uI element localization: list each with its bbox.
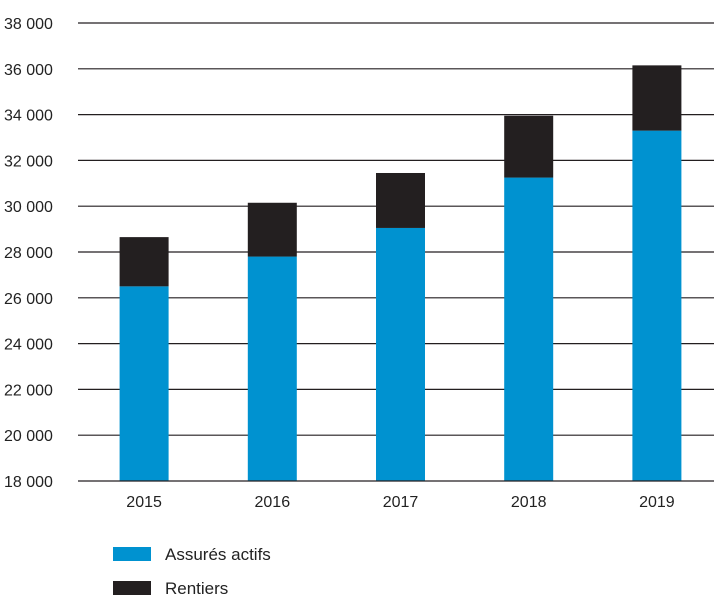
- y-tick-label: 34 000: [4, 108, 53, 125]
- x-tick-label: 2015: [126, 494, 162, 511]
- bar-assures-actifs-2017: [376, 227, 425, 481]
- bar-rentiers-2015: [119, 237, 169, 287]
- legend-label: Assurés actifs: [165, 545, 271, 564]
- x-tick-label: 2019: [639, 494, 675, 511]
- y-tick-label: 28 000: [4, 245, 53, 262]
- x-tick-label: 2016: [255, 494, 291, 511]
- y-tick-label: 24 000: [4, 337, 53, 354]
- bars: [119, 65, 682, 481]
- x-tick-label: 2018: [511, 494, 547, 511]
- y-tick-label: 22 000: [4, 382, 53, 399]
- bar-assures-actifs-2015: [119, 286, 169, 481]
- bar-rentiers-2017: [376, 172, 425, 228]
- bar-rentiers-2016: [247, 202, 297, 257]
- y-tick-label: 32 000: [4, 153, 53, 170]
- y-axis-ticks: 18 000 20 000 22 000 24 000 26 000 28 000 30 0…: [4, 16, 53, 491]
- legend-swatch: [113, 547, 151, 561]
- y-tick-label: 18 000: [4, 474, 53, 491]
- y-tick-label: 38 000: [4, 16, 53, 33]
- y-tick-label: 26 000: [4, 291, 53, 308]
- legend-label: Rentiers: [165, 579, 228, 598]
- legend-swatch: [113, 581, 151, 595]
- bar-assures-actifs-2016: [247, 256, 297, 481]
- bar-rentiers-2018: [504, 115, 554, 178]
- legend: Assurés actifs Rentiers: [113, 545, 271, 598]
- y-tick-label: 20 000: [4, 428, 53, 445]
- bar-assures-actifs-2018: [504, 177, 554, 481]
- y-tick-label: 30 000: [4, 199, 53, 216]
- bar-assures-actifs-2019: [632, 130, 682, 481]
- bar-rentiers-2019: [632, 65, 682, 131]
- y-tick-label: 36 000: [4, 62, 53, 79]
- x-tick-label: 2017: [383, 494, 419, 511]
- x-axis-ticks: 2015 2016 2017 2018 2019: [126, 494, 674, 511]
